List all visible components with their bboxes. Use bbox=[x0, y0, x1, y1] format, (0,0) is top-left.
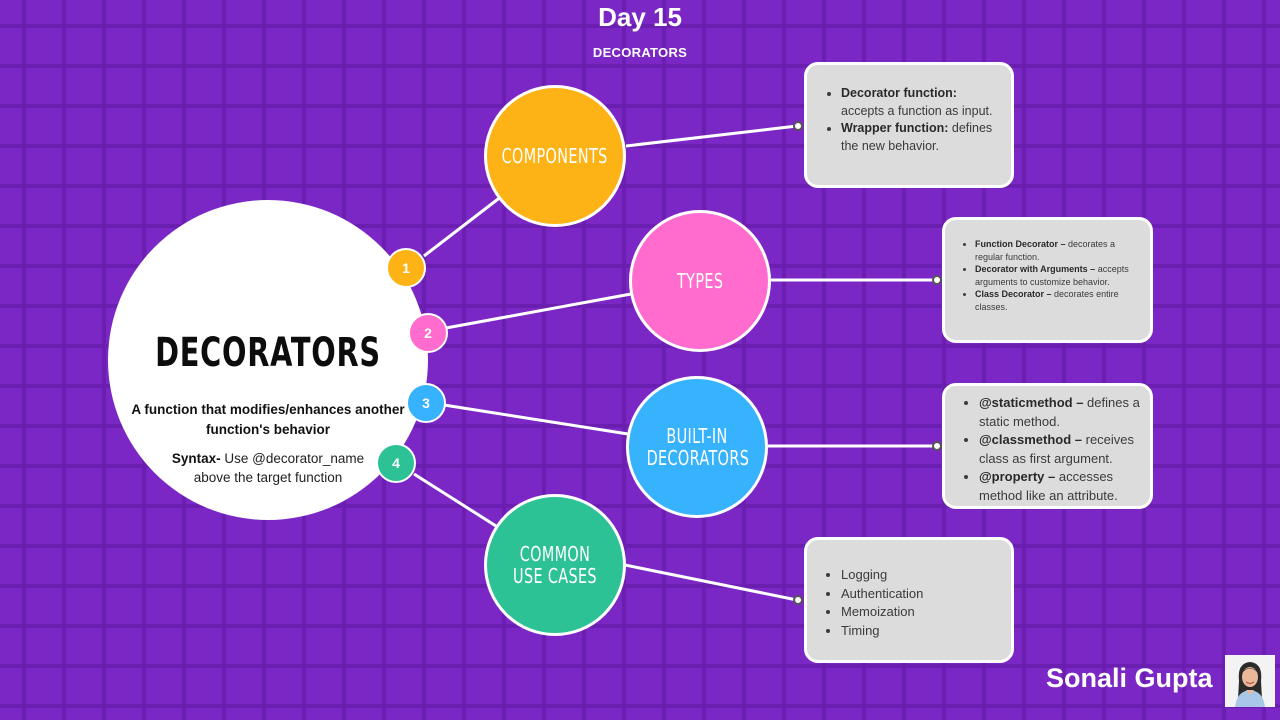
syntax-text: Use @decorator_name above the target fun… bbox=[193, 451, 365, 485]
list-item: Class Decorator – decorates entire class… bbox=[975, 288, 1136, 313]
branch-types-label: TYPES bbox=[676, 269, 724, 293]
connector-main-types bbox=[445, 292, 632, 330]
connector-dot-common bbox=[793, 595, 803, 605]
branch-builtin-decorators: BUILT-IN DECORATORS bbox=[626, 376, 768, 518]
card-common-use-cases: Logging Authentication Memoization Timin… bbox=[804, 537, 1014, 663]
page-title: Day 15 bbox=[598, 2, 682, 32]
list-item: Memoization bbox=[841, 603, 993, 622]
list-item: @staticmethod – defines a static method. bbox=[979, 394, 1144, 431]
card-components: Decorator function: accepts a function a… bbox=[804, 62, 1014, 188]
connector-common-card bbox=[624, 563, 798, 602]
branch-components-label: COMPONENTS bbox=[501, 144, 609, 168]
list-item: Authentication bbox=[841, 585, 993, 604]
author-name: Sonali Gupta bbox=[1046, 663, 1213, 693]
main-topic-circle: DECORATORS A function that modifies/enha… bbox=[108, 200, 428, 520]
connector-components-card bbox=[625, 124, 798, 148]
branch-components: COMPONENTS bbox=[484, 85, 626, 227]
list-item: Timing bbox=[841, 622, 993, 641]
card-builtin-decorators: @staticmethod – defines a static method.… bbox=[942, 383, 1153, 509]
connector-main-components bbox=[423, 194, 503, 258]
page-subtitle: DECORATORS bbox=[592, 45, 688, 60]
syntax-label: Syntax- bbox=[171, 451, 221, 466]
branch-common-label: COMMON USE CASES bbox=[513, 542, 597, 588]
main-syntax: Syntax- Use @decorator_name above the ta… bbox=[153, 449, 383, 487]
avatar bbox=[1225, 655, 1275, 707]
number-badge-4: 4 bbox=[376, 443, 416, 483]
number-badge-1: 1 bbox=[386, 248, 426, 288]
list-item: @property – accesses method like an attr… bbox=[979, 468, 1144, 505]
main-heading: DECORATORS bbox=[155, 330, 381, 376]
number-badge-3: 3 bbox=[406, 383, 446, 423]
connector-main-builtin bbox=[443, 403, 629, 436]
branch-types: TYPES bbox=[629, 210, 771, 352]
main-description: A function that modifies/enhances anothe… bbox=[131, 402, 405, 437]
avatar-illustration bbox=[1225, 655, 1275, 707]
connector-dot-builtin bbox=[932, 441, 942, 451]
connector-dot-components bbox=[793, 121, 803, 131]
card-types: Function Decorator – decorates a regular… bbox=[942, 217, 1153, 343]
list-item: Wrapper function: defines the new behavi… bbox=[841, 120, 993, 155]
connector-dot-types bbox=[932, 275, 942, 285]
list-item: @classmethod – receives class as first a… bbox=[979, 431, 1144, 468]
number-badge-2: 2 bbox=[408, 313, 448, 353]
list-item: Logging bbox=[841, 566, 993, 585]
connector-main-common bbox=[413, 472, 497, 528]
branch-builtin-label: BUILT-IN DECORATORS bbox=[646, 424, 750, 470]
list-item: Function Decorator – decorates a regular… bbox=[975, 238, 1136, 263]
list-item: Decorator with Arguments – accepts argum… bbox=[975, 263, 1136, 288]
branch-common-use-cases: COMMON USE CASES bbox=[484, 494, 626, 636]
list-item: Decorator function: accepts a function a… bbox=[841, 85, 993, 120]
